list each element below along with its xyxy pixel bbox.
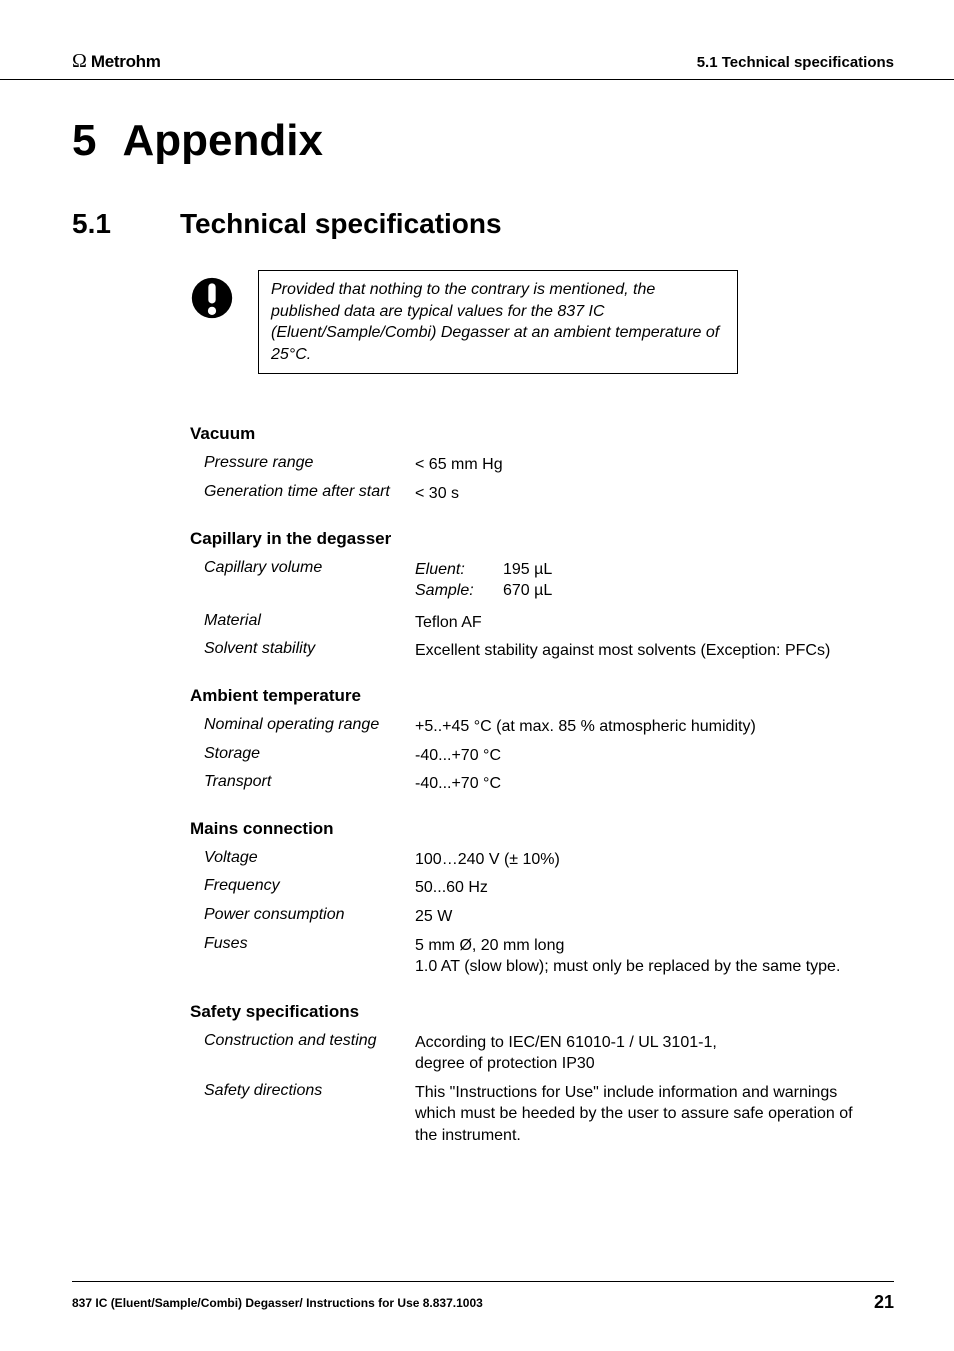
footer-doc-label: 837 IC (Eluent/Sample/Combi) Degasser/ I… bbox=[72, 1296, 483, 1310]
spec-row: Nominal operating range +5..+45 °C (at m… bbox=[190, 716, 894, 738]
fuses-line1: 5 mm Ø, 20 mm long bbox=[415, 935, 840, 957]
spec-value: 50...60 Hz bbox=[415, 877, 488, 899]
spec-row: Solvent stability Excellent stability ag… bbox=[190, 640, 894, 662]
spec-row: Construction and testing According to IE… bbox=[190, 1032, 894, 1075]
mains-heading: Mains connection bbox=[190, 819, 894, 839]
spec-value: Teflon AF bbox=[415, 612, 482, 634]
section-number: 5.1 bbox=[72, 208, 180, 240]
spec-row: Safety directions This "Instructions for… bbox=[190, 1082, 894, 1147]
spec-value: -40...+70 °C bbox=[415, 745, 501, 767]
spec-row: Power consumption 25 W bbox=[190, 906, 894, 928]
section-title: Technical specifications bbox=[180, 208, 502, 240]
footer-page-number: 21 bbox=[874, 1292, 894, 1313]
construction-line2: degree of protection IP30 bbox=[415, 1053, 717, 1075]
spec-value: -40...+70 °C bbox=[415, 773, 501, 795]
vacuum-heading: Vacuum bbox=[190, 424, 894, 444]
spec-value: 25 W bbox=[415, 906, 452, 928]
spec-content: Vacuum Pressure range < 65 mm Hg Generat… bbox=[190, 424, 894, 1146]
spec-row: Generation time after start < 30 s bbox=[190, 483, 894, 505]
ambient-heading: Ambient temperature bbox=[190, 686, 894, 706]
fuses-line2: 1.0 AT (slow blow); must only be replace… bbox=[415, 956, 840, 978]
header-section-label: 5.1 Technical specifications bbox=[697, 54, 894, 71]
spec-row: Material Teflon AF bbox=[190, 612, 894, 634]
spec-value: Excellent stability against most solvent… bbox=[415, 640, 830, 662]
spec-row: Transport -40...+70 °C bbox=[190, 773, 894, 795]
spec-label: Solvent stability bbox=[190, 640, 415, 658]
spec-label: Safety directions bbox=[190, 1082, 415, 1100]
note-text: Provided that nothing to the contrary is… bbox=[258, 270, 738, 374]
note-block: Provided that nothing to the contrary is… bbox=[190, 270, 894, 374]
spec-value: 5 mm Ø, 20 mm long 1.0 AT (slow blow); m… bbox=[415, 935, 840, 978]
brand-name: Metrohm bbox=[91, 52, 161, 72]
capillary-heading: Capillary in the degasser bbox=[190, 529, 894, 549]
spec-label: Transport bbox=[190, 773, 415, 791]
chapter-number: 5 bbox=[72, 116, 96, 166]
chapter-name: Appendix bbox=[122, 116, 322, 165]
spec-label: Construction and testing bbox=[190, 1032, 415, 1050]
spec-row: Voltage 100…240 V (± 10%) bbox=[190, 849, 894, 871]
spec-row: Capillary volume Eluent:195 µL Sample:67… bbox=[190, 559, 894, 602]
eluent-key: Eluent: bbox=[415, 559, 503, 581]
spec-value: This "Instructions for Use" include info… bbox=[415, 1082, 855, 1147]
spec-value: Eluent:195 µL Sample:670 µL bbox=[415, 559, 552, 602]
spec-row: Frequency 50...60 Hz bbox=[190, 877, 894, 899]
spec-label: Capillary volume bbox=[190, 559, 415, 577]
chapter-title: 5 Appendix bbox=[72, 116, 894, 166]
page-header: Ω Metrohm 5.1 Technical specifications bbox=[0, 50, 954, 80]
spec-label: Pressure range bbox=[190, 454, 415, 472]
spec-value: < 65 mm Hg bbox=[415, 454, 503, 476]
sample-val: 670 µL bbox=[503, 580, 552, 602]
spec-label: Power consumption bbox=[190, 906, 415, 924]
spec-value: According to IEC/EN 61010-1 / UL 3101-1,… bbox=[415, 1032, 717, 1075]
safety-heading: Safety specifications bbox=[190, 1002, 894, 1022]
spec-row: Storage -40...+70 °C bbox=[190, 745, 894, 767]
spec-label: Nominal operating range bbox=[190, 716, 415, 734]
spec-label: Material bbox=[190, 612, 415, 630]
spec-label: Storage bbox=[190, 745, 415, 763]
caution-icon bbox=[190, 276, 234, 320]
spec-label: Frequency bbox=[190, 877, 415, 895]
page-footer: 837 IC (Eluent/Sample/Combi) Degasser/ I… bbox=[72, 1281, 894, 1313]
brand-omega-icon: Ω bbox=[72, 50, 87, 73]
sample-key: Sample: bbox=[415, 580, 503, 602]
spec-value: 100…240 V (± 10%) bbox=[415, 849, 560, 871]
spec-label: Generation time after start bbox=[190, 483, 415, 501]
section-heading: 5.1 Technical specifications bbox=[72, 208, 894, 240]
spec-row: Fuses 5 mm Ø, 20 mm long 1.0 AT (slow bl… bbox=[190, 935, 894, 978]
construction-line1: According to IEC/EN 61010-1 / UL 3101-1, bbox=[415, 1032, 717, 1054]
spec-value: +5..+45 °C (at max. 85 % atmospheric hum… bbox=[415, 716, 756, 738]
spec-value: < 30 s bbox=[415, 483, 459, 505]
spec-label: Voltage bbox=[190, 849, 415, 867]
brand-logo: Ω Metrohm bbox=[72, 50, 161, 73]
spec-row: Pressure range < 65 mm Hg bbox=[190, 454, 894, 476]
eluent-val: 195 µL bbox=[503, 559, 552, 581]
spec-label: Fuses bbox=[190, 935, 415, 953]
